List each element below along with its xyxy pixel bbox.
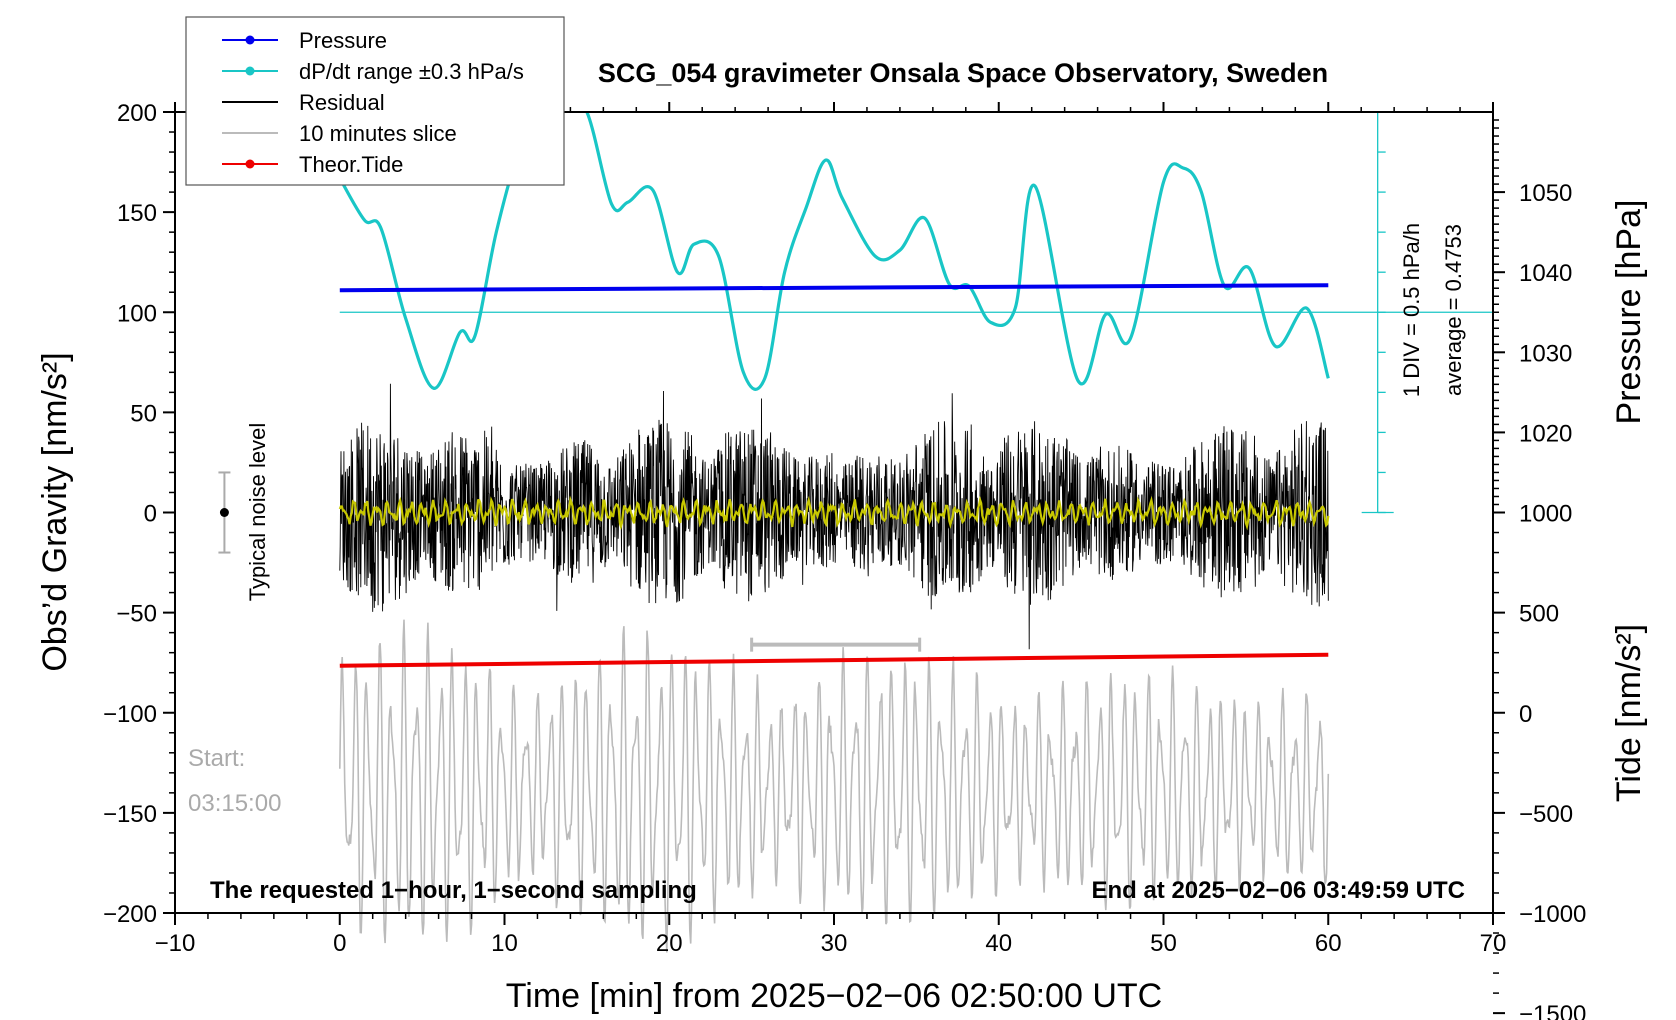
- y-tick-label: 150: [117, 200, 157, 227]
- pressure-scale-label-1: 1 DIV = 0.5 hPa/h: [1399, 223, 1424, 397]
- x-tick-label: 40: [985, 930, 1012, 957]
- pressure-scale-label-2: average = 0.4753: [1441, 224, 1466, 396]
- tide-tick-label: −1000: [1519, 901, 1586, 928]
- requested-note: The requested 1−hour, 1−second sampling: [210, 877, 697, 904]
- slice-layer: [339, 619, 1330, 953]
- pressure-tick-label: 1040: [1519, 260, 1572, 287]
- slice-trace: [339, 619, 1330, 953]
- y-axis-title-tide: Tide [nm/s²]: [1610, 624, 1648, 802]
- legend-items: Pressure dP/dt range ±0.3 hPa/s Residual 10…: [222, 28, 524, 177]
- chart-title: SCG_054 gravimeter Onsala Space Observat…: [598, 58, 1328, 88]
- lines-layer: [218, 111, 1493, 668]
- legend-marker: [245, 66, 255, 76]
- tide-tick-label: 0: [1519, 701, 1532, 728]
- legend-marker: [245, 35, 255, 45]
- y-axis-title-pressure: Pressure [hPa]: [1610, 200, 1648, 425]
- legend-label: Residual: [299, 90, 385, 115]
- legend-label: 10 minutes slice: [299, 121, 457, 146]
- legend: Pressure dP/dt range ±0.3 hPa/s Residual 10…: [185, 16, 565, 186]
- x-tick-label: 20: [656, 930, 683, 957]
- y-axis-title-left: Obs’d Gravity [nm/s²]: [36, 352, 74, 671]
- dpdt-line: [338, 112, 1330, 391]
- start-label: Start:: [188, 745, 245, 772]
- tide-tick-label: −1500: [1519, 1001, 1586, 1020]
- tide-tick-label: 500: [1519, 601, 1559, 628]
- filtered-residual-trace: [338, 495, 1330, 531]
- pressure-tick-label: 1030: [1519, 340, 1572, 367]
- legend-label: Pressure: [299, 28, 387, 53]
- y-tick-label: 100: [117, 300, 157, 327]
- y-tick-label: −150: [103, 801, 157, 828]
- pressure-line: [339, 283, 1329, 293]
- y-tick-label: 50: [130, 400, 157, 427]
- legend-marker: [245, 159, 255, 169]
- x-tick-label: 50: [1150, 930, 1177, 957]
- x-tick-label: −10: [155, 930, 196, 957]
- pressure-tick-label: 1020: [1519, 420, 1572, 447]
- tide-tick-label: −500: [1519, 801, 1573, 828]
- end-note: End at 2025−02−06 03:49:59 UTC: [1091, 877, 1465, 904]
- residual-layer: [338, 383, 1330, 650]
- x-tick-label: 60: [1315, 930, 1342, 957]
- y-tick-label: −100: [103, 701, 157, 728]
- noise-dot: [219, 508, 229, 517]
- x-tick-label: 0: [333, 930, 346, 957]
- legend-label: dP/dt range ±0.3 hPa/s: [299, 59, 524, 84]
- y-tick-label: −50: [116, 601, 157, 628]
- x-axis-title: Time [min] from 2025−02−06 02:50:00 UTC: [506, 977, 1162, 1015]
- tide-line: [339, 652, 1329, 668]
- y-tick-label: 200: [117, 100, 157, 127]
- plot-frame: [174, 111, 1494, 914]
- x-tick-label: 30: [821, 930, 848, 957]
- pressure-tick-label: 1050: [1519, 180, 1572, 207]
- axes-layer: −10 0 10 20 30 40 50 60 70200150100500−50−100−15…: [103, 100, 1586, 1020]
- residual-trace: [339, 383, 1329, 650]
- y-tick-label: −200: [103, 901, 157, 928]
- x-tick-label: 10: [491, 930, 518, 957]
- tide-tick-label: 1000: [1519, 501, 1572, 528]
- noise-level-label: Typical noise level: [245, 423, 270, 602]
- start-time: 03:15:00: [188, 790, 281, 817]
- legend-label: Theor.Tide: [299, 152, 403, 177]
- y-tick-label: 0: [144, 501, 157, 528]
